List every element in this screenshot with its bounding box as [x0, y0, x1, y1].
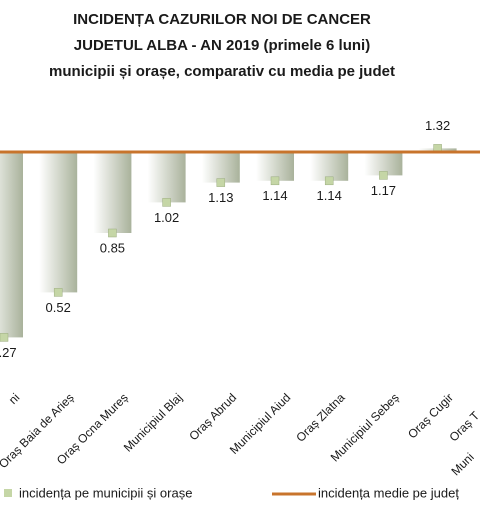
x-tick-label: Oraș Zlatna	[293, 390, 347, 444]
bar	[201, 152, 240, 183]
bar	[147, 152, 186, 203]
bar	[0, 152, 23, 338]
data-label: 1.32	[425, 118, 450, 133]
legend-label: incidența medie pe județ	[318, 485, 459, 500]
data-label: 1.14	[317, 188, 342, 203]
legend-swatch	[4, 489, 12, 497]
x-tick-label: Oraș T	[446, 408, 480, 444]
marker	[270, 176, 280, 186]
x-tick-label: ni	[6, 390, 23, 407]
marker	[162, 198, 171, 207]
bar	[364, 152, 403, 176]
marker	[379, 171, 388, 180]
x-tick-label: Muni	[448, 450, 476, 478]
data-label: 0.27	[0, 345, 17, 360]
bar	[256, 152, 294, 181]
x-tick-label: Oraș Abrud	[186, 390, 239, 443]
data-label: 0.52	[46, 300, 71, 315]
chart-title: INCIDENȚA CAZURILOR NOI DE CANCER	[73, 11, 371, 28]
marker	[0, 333, 9, 342]
bar	[93, 152, 132, 233]
data-label: 1.13	[208, 190, 233, 205]
chart-subtitle: JUDETUL ALBA - AN 2019 (primele 6 luni)	[74, 37, 370, 54]
marker	[324, 176, 334, 186]
bar	[310, 152, 349, 181]
chart-subtitle: municipii și orașe, comparativ cu media …	[49, 63, 395, 80]
data-label: 1.14	[262, 188, 287, 203]
marker	[216, 178, 226, 187]
legend-label: incidența pe municipii și orașe	[19, 485, 192, 500]
data-label: 0.85	[100, 240, 125, 255]
data-label: 1.17	[371, 183, 396, 198]
bar	[39, 152, 78, 293]
marker	[108, 228, 117, 238]
marker	[53, 288, 63, 297]
data-label: 1.02	[154, 210, 179, 225]
